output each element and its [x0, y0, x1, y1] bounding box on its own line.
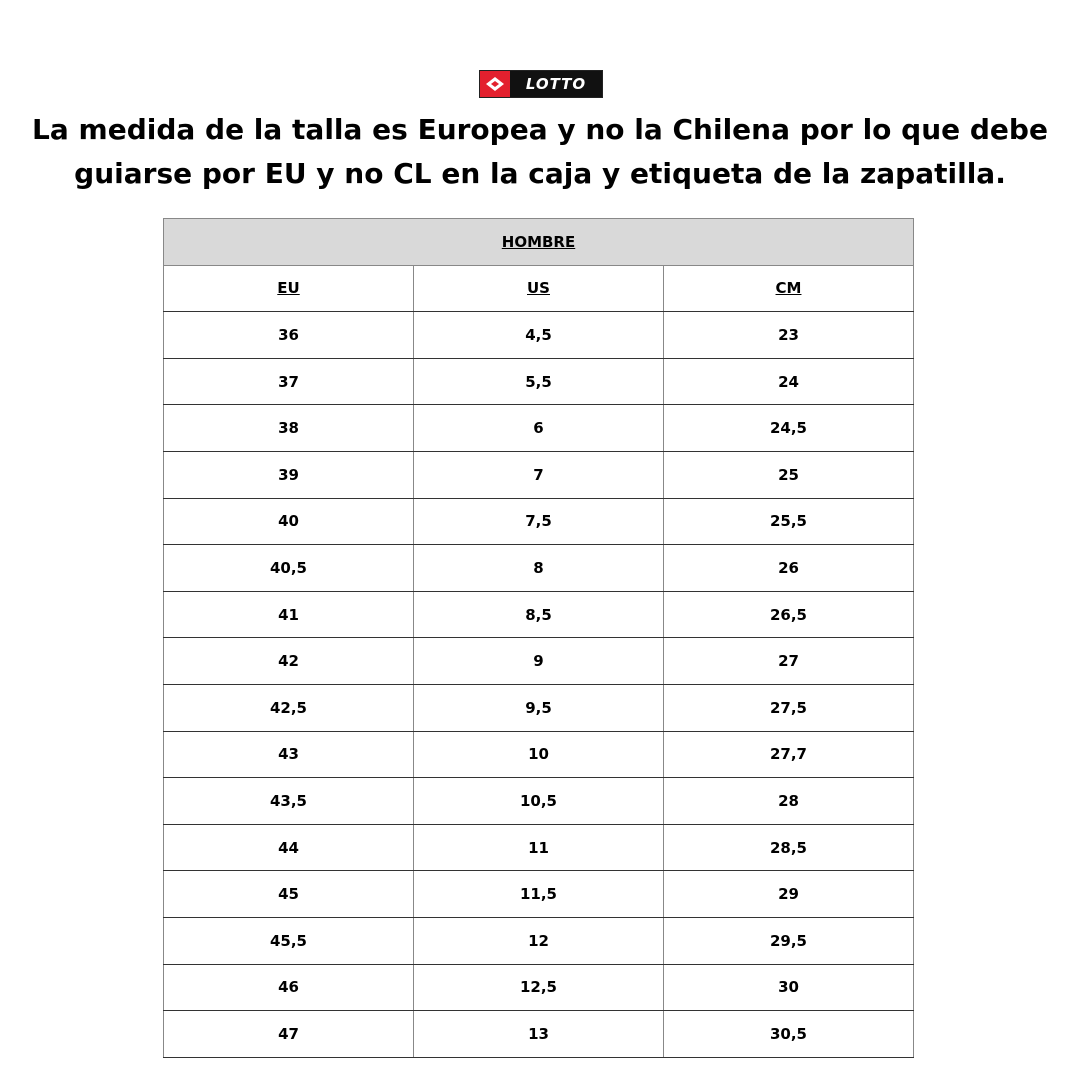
cell-us: 10,5 [413, 777, 664, 825]
cell-us: 10 [413, 730, 664, 779]
cell-eu: 39 [163, 450, 414, 499]
cell-us: 7 [413, 450, 664, 499]
table-row: 43 10 27,7 [163, 730, 914, 779]
cell-eu: 42,5 [163, 683, 414, 732]
cell-cm: 27,5 [663, 683, 914, 732]
column-header-eu: EU [163, 264, 414, 313]
cell-us: 4,5 [413, 311, 664, 359]
column-header-us: US [413, 264, 664, 313]
table-row: 36 4,5 23 [163, 311, 914, 359]
section-header: HOMBRE [163, 218, 914, 266]
cell-eu: 42 [163, 637, 414, 685]
table-row: 40,5 8 26 [163, 544, 914, 592]
cell-us: 8,5 [413, 590, 664, 639]
cell-us: 8 [413, 544, 664, 592]
cell-us: 12 [413, 916, 664, 965]
column-header-cm: CM [663, 264, 914, 313]
cell-cm: 28 [663, 777, 914, 825]
cell-cm: 27 [663, 637, 914, 685]
cell-us: 11 [413, 823, 664, 872]
logo-text: LOTTO [510, 71, 602, 97]
cell-us: 9,5 [413, 683, 664, 732]
cell-eu: 40 [163, 497, 414, 546]
cell-cm: 30,5 [663, 1010, 914, 1058]
cell-us: 5,5 [413, 357, 664, 406]
cell-cm: 24 [663, 357, 914, 406]
cell-eu: 37 [163, 357, 414, 406]
cell-eu: 45 [163, 870, 414, 918]
page-title: La medida de la talla es Europea y no la… [32, 113, 1048, 190]
size-table: HOMBRE EU US CM 36 4,5 23 37 5,5 24 38 6 24,5 39 7 25… [163, 218, 914, 1058]
table-row: 38 6 24,5 [163, 404, 914, 452]
cell-us: 7,5 [413, 497, 664, 546]
lotto-logo: LOTTO [479, 70, 603, 98]
cell-cm: 28,5 [663, 823, 914, 872]
cell-eu: 40,5 [163, 544, 414, 592]
table-row: 45,5 12 29,5 [163, 916, 914, 965]
table-row: 42 9 27 [163, 637, 914, 685]
cell-cm: 25,5 [663, 497, 914, 546]
cell-cm: 24,5 [663, 404, 914, 452]
cell-eu: 44 [163, 823, 414, 872]
table-row: 40 7,5 25,5 [163, 497, 914, 546]
table-row: 43,5 10,5 28 [163, 777, 914, 825]
cell-cm: 29 [663, 870, 914, 918]
cell-us: 13 [413, 1010, 664, 1058]
cell-eu: 45,5 [163, 916, 414, 965]
cell-cm: 26,5 [663, 590, 914, 639]
table-row: 44 11 28,5 [163, 823, 914, 872]
table-row: 46 12,5 30 [163, 963, 914, 1012]
cell-eu: 47 [163, 1010, 414, 1058]
cell-cm: 23 [663, 311, 914, 359]
table-row: 42,5 9,5 27,5 [163, 683, 914, 732]
cell-eu: 43,5 [163, 777, 414, 825]
cell-eu: 41 [163, 590, 414, 639]
cell-eu: 36 [163, 311, 414, 359]
lotto-diamond-icon [480, 71, 510, 97]
cell-cm: 25 [663, 450, 914, 499]
cell-eu: 38 [163, 404, 414, 452]
cell-cm: 26 [663, 544, 914, 592]
table-row: 47 13 30,5 [163, 1010, 914, 1058]
table-row: 37 5,5 24 [163, 357, 914, 406]
table-row: 45 11,5 29 [163, 870, 914, 918]
cell-cm: 29,5 [663, 916, 914, 965]
cell-us: 6 [413, 404, 664, 452]
cell-us: 11,5 [413, 870, 664, 918]
cell-us: 12,5 [413, 963, 664, 1012]
table-row: 39 7 25 [163, 450, 914, 499]
cell-us: 9 [413, 637, 664, 685]
cell-eu: 46 [163, 963, 414, 1012]
cell-cm: 27,7 [663, 730, 914, 779]
cell-cm: 30 [663, 963, 914, 1012]
table-row: 41 8,5 26,5 [163, 590, 914, 639]
cell-eu: 43 [163, 730, 414, 779]
